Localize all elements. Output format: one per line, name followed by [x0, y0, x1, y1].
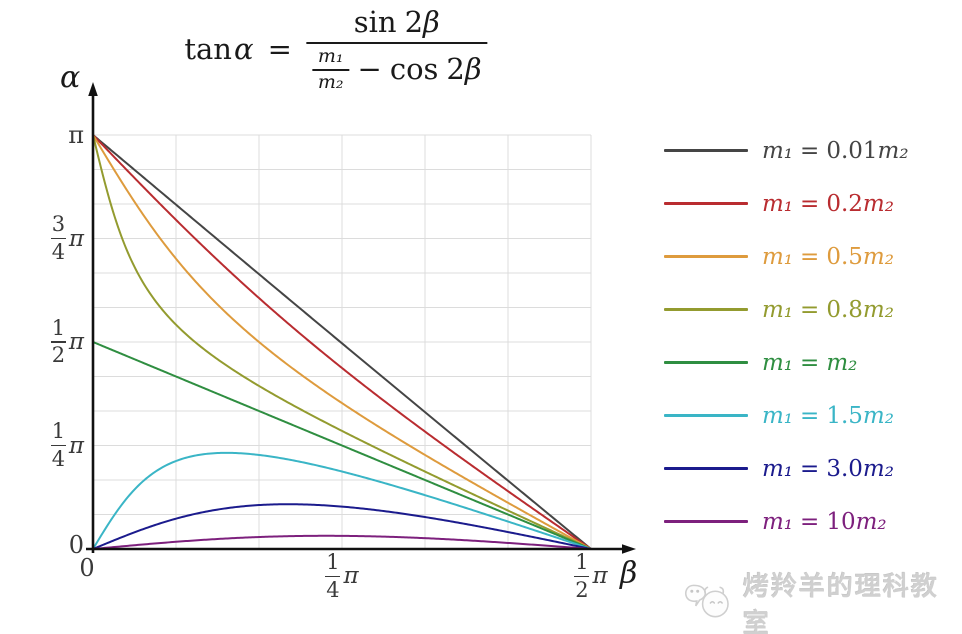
formula-sin-coef: 2: [404, 5, 424, 39]
legend-item-m1-0.8m2: m₁ = 0.8m₂: [664, 283, 909, 336]
legend-label: m₁ = 0.8m₂: [762, 296, 894, 323]
legend-item-m1-0.01m2: m₁ = 0.01m₂: [664, 124, 909, 177]
legend-label: m₁ = 0.5m₂: [762, 243, 894, 270]
legend-line-swatch: [664, 467, 748, 470]
legend-line-swatch: [664, 202, 748, 205]
legend-item-m1-0.5m2: m₁ = 0.5m₂: [664, 230, 909, 283]
curve-lines: [92, 134, 592, 550]
legend-label: m₁ = 1.5m₂: [762, 402, 894, 429]
formula-sin: sin: [353, 5, 397, 39]
watermark: 烤羚羊的理科教室: [684, 566, 962, 634]
tick-pi: π: [592, 563, 608, 590]
fraction-bar: [305, 42, 488, 45]
y-axis-label: α: [60, 60, 81, 95]
curve-m1-0.5m2: [92, 134, 592, 550]
x-axis-label: β: [620, 556, 638, 591]
formula-equals: =: [267, 32, 292, 67]
tick-value: 0: [79, 554, 95, 582]
legend-line-swatch: [664, 414, 748, 417]
tick-value: 0: [68, 531, 84, 559]
x-axis-arrow: [622, 544, 636, 554]
legend: m₁ = 0.01m₂ m₁ = 0.2m₂ m₁ = 0.5m₂ m₁ = 0.8m₂ m₁ = m₂ m₁…: [664, 124, 909, 548]
formula-m1: m₁: [317, 45, 344, 68]
formula-alpha: α: [233, 32, 254, 67]
axes: [86, 82, 636, 554]
tick-pi: π: [68, 432, 84, 459]
y-tick-0: π: [0, 105, 84, 165]
curve-m1-10m2: [92, 534, 592, 550]
inner-fraction-bar: [311, 69, 350, 71]
tick-value: π: [68, 121, 84, 149]
watermark-text: 烤羚羊的理科教室: [742, 572, 939, 634]
curve-m1-m2: [92, 341, 592, 550]
formula-cos: cos: [389, 52, 439, 87]
tick-pi: π: [343, 563, 359, 590]
formula-mass-ratio-fraction: m₁ m₂: [311, 45, 350, 93]
legend-item-m1-0.2m2: m₁ = 0.2m₂: [664, 177, 909, 230]
formula-sin-beta: β: [423, 5, 440, 39]
curve-m1-0.01m2: [92, 134, 592, 550]
curve-m1-3.0m2: [92, 503, 592, 550]
mascot-icon: [684, 584, 729, 618]
legend-item-m1-10m2: m₁ = 10m₂: [664, 495, 909, 548]
legend-label: m₁ = m₂: [762, 349, 858, 376]
legend-item-m1-3.0m2: m₁ = 3.0m₂: [664, 442, 909, 495]
formula-m2: m₂: [317, 70, 344, 93]
formula-cos-coef: 2: [446, 52, 465, 87]
legend-line-swatch: [664, 361, 748, 364]
legend-label: m₁ = 3.0m₂: [762, 455, 894, 482]
legend-line-swatch: [664, 308, 748, 311]
curve-m1-0.8m2: [92, 134, 592, 550]
formula-minus: −: [357, 52, 382, 87]
y-tick-4: 0: [0, 515, 84, 575]
formula-cos-beta: β: [464, 52, 482, 87]
legend-item-m1-1.5m2: m₁ = 1.5m₂: [664, 389, 909, 442]
legend-label: m₁ = 0.2m₂: [762, 190, 894, 217]
x-tick-0: 0: [42, 552, 132, 582]
legend-line-swatch: [664, 520, 748, 523]
tick-pi: π: [68, 329, 84, 355]
tick-pi: π: [68, 225, 84, 252]
formula-tan: tan: [184, 32, 232, 67]
legend-item-m1-m2: m₁ = m₂: [664, 336, 909, 389]
curve-m1-0.2m2: [92, 134, 592, 550]
curve-m1-1.5m2: [92, 451, 592, 550]
y-axis-arrow: [88, 82, 98, 96]
legend-label: m₁ = 10m₂: [762, 508, 887, 535]
legend-line-swatch: [664, 149, 748, 152]
legend-label: m₁ = 0.01m₂: [762, 137, 909, 164]
legend-line-swatch: [664, 255, 748, 258]
